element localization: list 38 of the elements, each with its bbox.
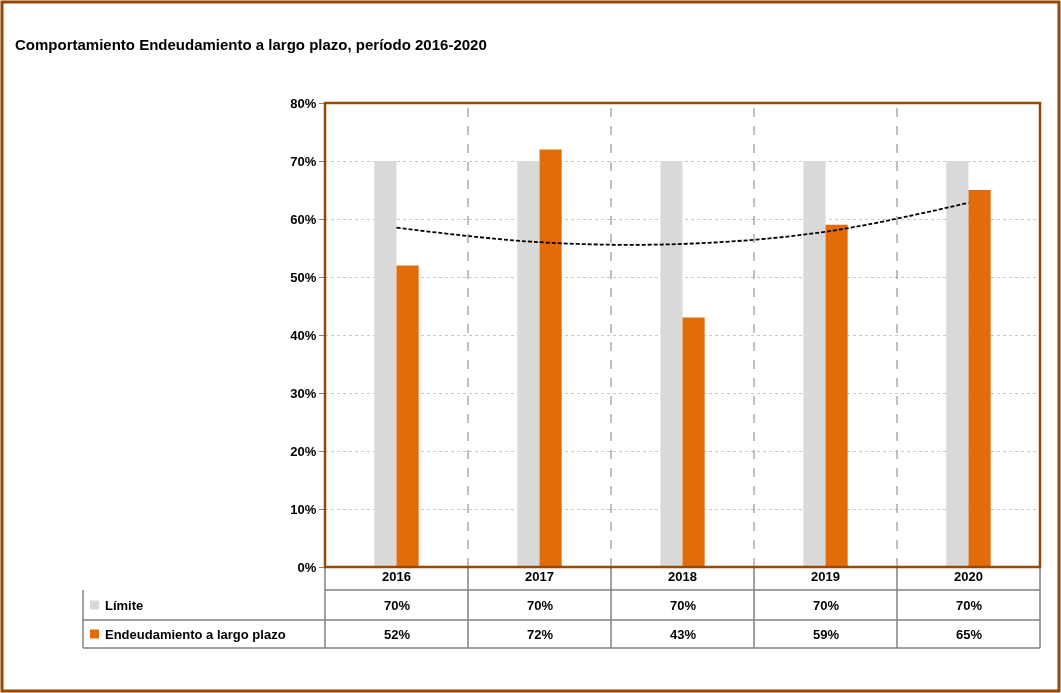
data-label: 70% — [527, 598, 554, 613]
x-tick-label: 2020 — [954, 569, 983, 584]
bar — [374, 161, 397, 567]
data-label: 70% — [670, 598, 697, 613]
data-label: 43% — [670, 627, 697, 642]
bar — [539, 149, 562, 567]
y-tick-label: 0% — [297, 559, 317, 575]
y-tick-label: 80% — [290, 95, 317, 111]
data-label: 70% — [956, 598, 983, 613]
bar — [682, 317, 705, 567]
bar — [946, 161, 969, 567]
data-label: 59% — [813, 627, 840, 642]
legend-label: Límite — [105, 598, 144, 613]
data-label: 70% — [384, 598, 411, 613]
bar — [660, 161, 683, 567]
y-tick-label: 40% — [290, 327, 317, 343]
chart-title: Comportamiento Endeudamiento a largo plazo, período 2016-2020 — [15, 36, 487, 54]
legend-label: Endeudamiento a largo plazo — [105, 627, 286, 642]
x-tick-label: 2019 — [811, 569, 840, 584]
bar — [968, 190, 991, 567]
data-label: 72% — [527, 627, 554, 642]
y-tick-label: 20% — [290, 443, 317, 459]
data-label: 65% — [956, 627, 983, 642]
bar — [825, 224, 848, 567]
x-tick-label: 2017 — [525, 569, 554, 584]
x-tick-label: 2016 — [382, 569, 411, 584]
bar — [803, 161, 826, 567]
bar — [396, 265, 419, 567]
x-tick-label: 2018 — [668, 569, 697, 584]
y-tick-label: 30% — [290, 385, 317, 401]
y-tick-label: 10% — [290, 501, 317, 517]
y-tick-label: 60% — [290, 211, 317, 227]
line-series — [395, 201, 970, 246]
y-tick-label: 70% — [290, 153, 317, 169]
y-tick-label: 50% — [290, 269, 317, 285]
data-label: 70% — [813, 598, 840, 613]
data-label: 52% — [384, 627, 411, 642]
bar — [517, 161, 540, 567]
